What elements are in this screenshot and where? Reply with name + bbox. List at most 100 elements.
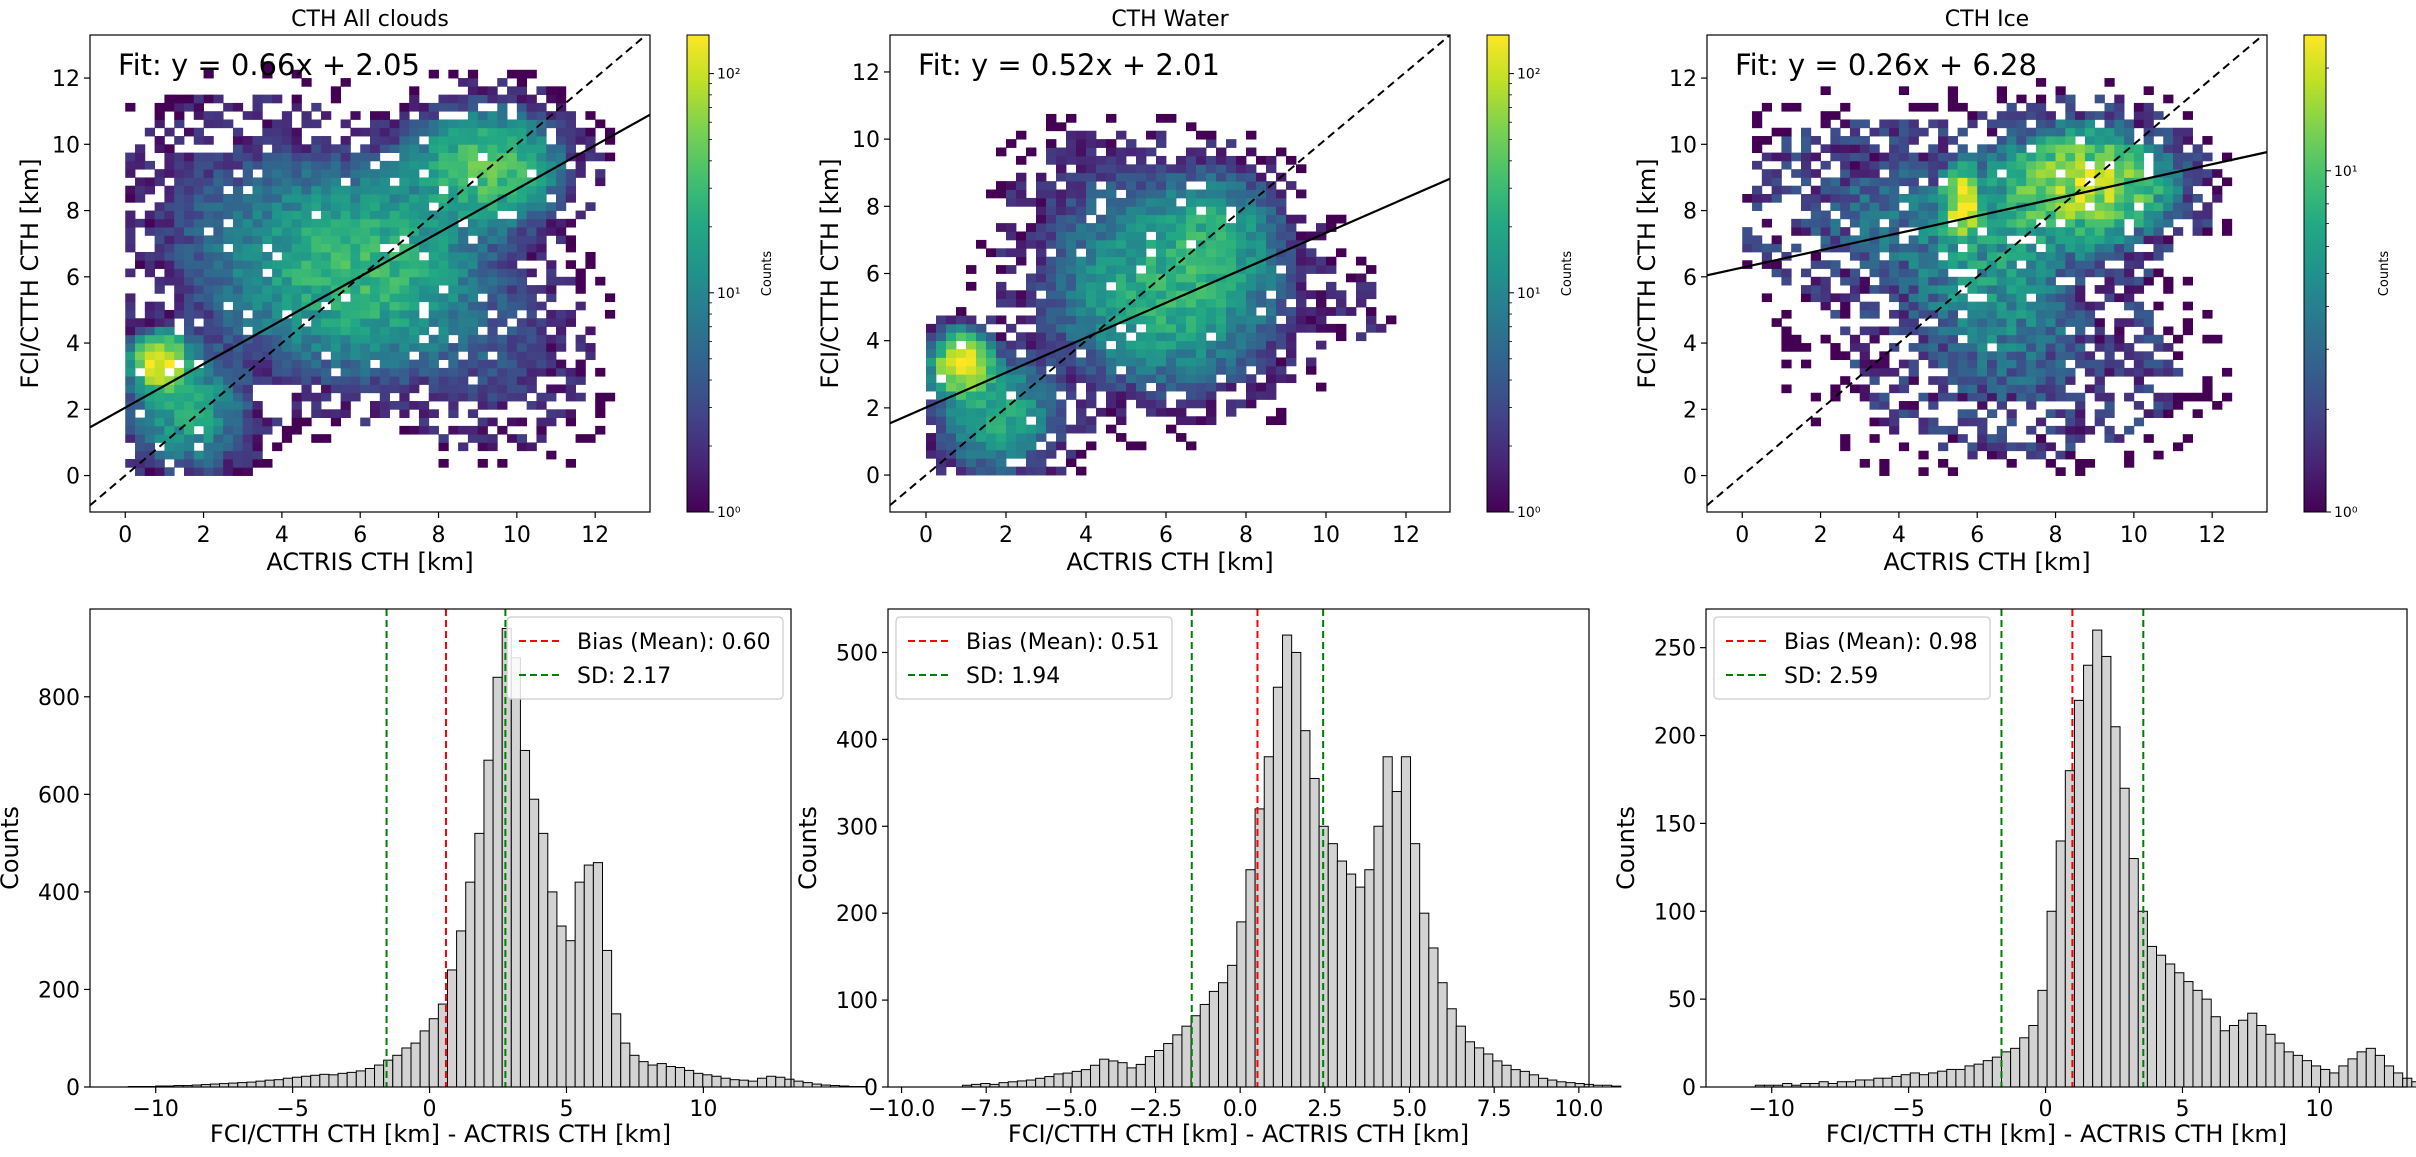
heatmap-cell xyxy=(1046,155,1057,165)
heatmap-cell xyxy=(418,218,430,228)
histogram-bar xyxy=(2165,963,2176,1088)
heatmap-cell xyxy=(2192,169,2203,178)
heatmap-cell xyxy=(516,194,528,203)
heatmap-cell xyxy=(252,409,263,418)
heatmap-cell xyxy=(321,210,332,220)
heatmap-cell xyxy=(1276,365,1287,375)
heatmap-cell xyxy=(1938,343,1949,352)
heatmap-cell xyxy=(986,315,997,325)
colorbar-label: Counts xyxy=(760,251,775,297)
histogram-bar xyxy=(1154,1050,1165,1088)
heatmap-cell xyxy=(301,144,312,153)
heatmap-cell xyxy=(585,136,596,145)
heatmap-cell xyxy=(154,210,165,220)
heatmap-cell xyxy=(360,334,371,344)
heatmap-cell xyxy=(966,323,977,333)
heatmap-cell xyxy=(174,268,185,278)
heatmap-cell xyxy=(174,293,185,303)
heatmap-cell xyxy=(487,318,498,327)
heatmap-cell xyxy=(379,160,390,170)
heatmap-cell xyxy=(2026,185,2037,195)
heatmap-cell xyxy=(418,359,430,369)
heatmap-cell xyxy=(1006,357,1017,367)
heatmap-cell xyxy=(438,218,449,228)
heatmap-cell xyxy=(595,169,606,178)
heatmap-cell xyxy=(946,349,957,358)
heatmap-cell xyxy=(1076,265,1087,274)
heatmap-cell xyxy=(272,285,283,294)
heatmap-cell xyxy=(321,243,332,253)
heatmap-cell xyxy=(2065,301,2076,311)
y-tick-label: 4 xyxy=(866,330,880,355)
heatmap-cell xyxy=(252,442,263,452)
histogram-bar xyxy=(2265,1033,2276,1088)
heatmap-cell xyxy=(1996,136,2007,145)
heatmap-cell xyxy=(1908,160,1919,170)
heatmap-cell xyxy=(1076,298,1087,308)
y-tick-label: 600 xyxy=(38,783,80,808)
heatmap-cell xyxy=(174,194,185,203)
heatmap-cell xyxy=(1820,235,1831,245)
heatmap-cell xyxy=(399,351,410,361)
heatmap-cell xyxy=(1761,152,1773,162)
heatmap-cell xyxy=(203,367,214,377)
heatmap-cell xyxy=(1046,466,1057,476)
heatmap-cell xyxy=(1898,152,1910,162)
heatmap-cell xyxy=(595,401,606,410)
heatmap-cell xyxy=(360,384,371,394)
histogram-bar xyxy=(565,940,576,1088)
heatmap-cell xyxy=(595,409,606,418)
heatmap-cell xyxy=(936,323,947,333)
y-tick-label: 250 xyxy=(1654,637,1696,662)
heatmap-cell xyxy=(2035,376,2047,385)
heatmap-cell xyxy=(1869,160,1880,170)
heatmap-cell xyxy=(1938,459,1949,468)
heatmap-cell xyxy=(1206,357,1217,367)
heatmap-cell xyxy=(272,334,283,344)
heatmap-cell xyxy=(2114,94,2125,104)
heatmap-cell xyxy=(458,210,469,220)
heatmap-cell xyxy=(2084,459,2096,468)
heatmap-cell xyxy=(1889,169,1900,178)
heatmap-cell xyxy=(1879,160,1890,170)
heatmap-cell xyxy=(203,359,214,369)
heatmap-cell xyxy=(2153,367,2164,377)
heatmap-cell xyxy=(183,227,195,236)
heatmap-cell xyxy=(232,260,244,269)
heatmap-cell xyxy=(1996,343,2007,352)
histogram-bar xyxy=(1964,1065,1975,1088)
heatmap-cell xyxy=(399,301,410,311)
heatmap-cell xyxy=(2084,144,2096,153)
heatmap-cell xyxy=(1810,293,1821,303)
heatmap-cell xyxy=(2182,276,2193,286)
heatmap-cell xyxy=(507,218,518,228)
heatmap-cell xyxy=(1106,357,1117,367)
heatmap-cell xyxy=(1908,367,1919,377)
heatmap-cell xyxy=(1026,424,1037,434)
heatmap-cell xyxy=(252,152,263,162)
heatmap-cell xyxy=(1286,214,1297,224)
heatmap-cell xyxy=(164,202,175,211)
heatmap-cell xyxy=(311,136,322,145)
heatmap-cell xyxy=(1206,164,1217,174)
heatmap-cell xyxy=(418,152,430,162)
heatmap-cell xyxy=(1216,147,1227,157)
heatmap-cell xyxy=(585,343,596,352)
heatmap-cell xyxy=(154,334,165,344)
heatmap-cell xyxy=(1306,256,1317,266)
heatmap-cell xyxy=(281,434,293,443)
heatmap-cell xyxy=(1126,340,1137,350)
heatmap-cell xyxy=(448,293,459,303)
heatmap-cell xyxy=(1879,152,1890,162)
histogram-bar xyxy=(2320,1068,2331,1088)
heatmap-cell xyxy=(546,218,557,228)
heatmap-cell xyxy=(2075,210,2086,220)
heatmap-cell xyxy=(487,384,498,394)
heatmap-cell xyxy=(1928,185,1939,195)
heatmap-cell xyxy=(2133,417,2145,427)
heatmap-cell xyxy=(232,351,244,361)
heatmap-cells xyxy=(1742,78,2233,476)
heatmap-cell xyxy=(1106,391,1117,400)
heatmap-cell xyxy=(311,343,322,352)
